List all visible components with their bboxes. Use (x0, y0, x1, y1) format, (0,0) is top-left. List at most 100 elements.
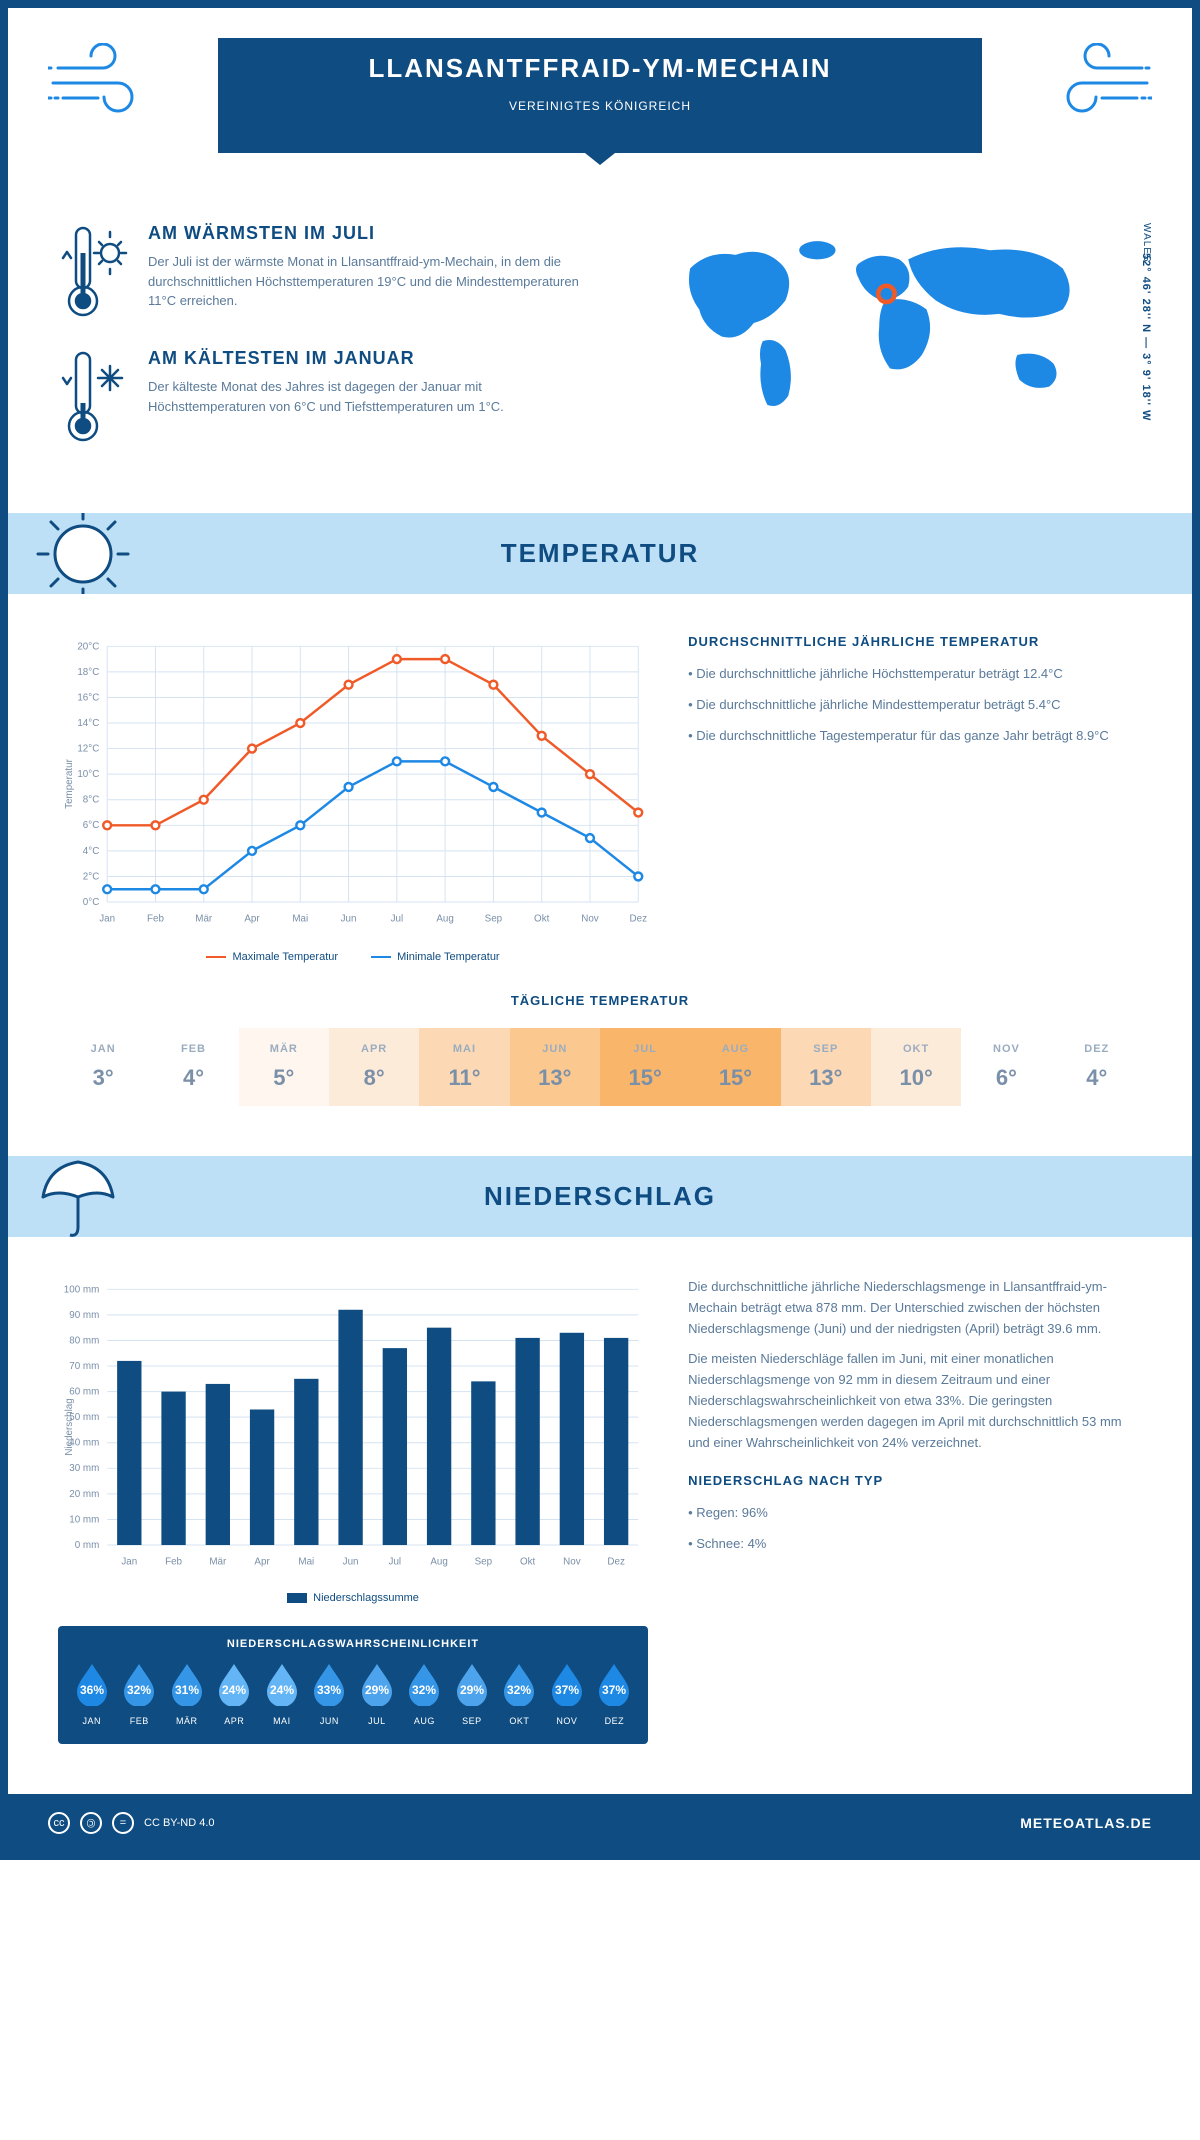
temp-legend: Maximale Temperatur Minimale Temperatur (58, 949, 648, 963)
svg-text:32%: 32% (507, 1683, 531, 1697)
precip-title: NIEDERSCHLAG (8, 1181, 1192, 1212)
daily-temp-cell: JAN 3° (58, 1028, 148, 1106)
svg-text:18°C: 18°C (77, 667, 99, 678)
prob-drop: 32% FEB (116, 1662, 164, 1726)
svg-text:80 mm: 80 mm (69, 1335, 99, 1346)
warmest-text: Der Juli ist der wärmste Monat in Llansa… (148, 252, 580, 311)
svg-text:32%: 32% (127, 1683, 151, 1697)
precip-text-2: Die meisten Niederschläge fallen im Juni… (688, 1349, 1142, 1453)
svg-text:Jun: Jun (343, 1557, 359, 1568)
daily-value: 15° (605, 1065, 685, 1091)
svg-text:Apr: Apr (244, 914, 260, 925)
daily-value: 6° (966, 1065, 1046, 1091)
svg-text:29%: 29% (460, 1683, 484, 1697)
daily-value: 8° (334, 1065, 414, 1091)
svg-text:8°C: 8°C (83, 795, 100, 806)
svg-text:Jun: Jun (341, 914, 357, 925)
temperature-summary: DURCHSCHNITTLICHE JÄHRLICHE TEMPERATUR •… (688, 634, 1142, 963)
raindrop-icon: 29% (358, 1662, 396, 1706)
prob-drop: 32% AUG (401, 1662, 449, 1726)
svg-text:Nov: Nov (563, 1557, 581, 1568)
daily-month: NOV (966, 1043, 1046, 1055)
daily-temp-cell: AUG 15° (690, 1028, 780, 1106)
prob-drop: 37% NOV (543, 1662, 591, 1726)
prob-month: FEB (116, 1716, 164, 1726)
svg-text:Apr: Apr (254, 1557, 270, 1568)
daily-month: SEP (786, 1043, 866, 1055)
svg-text:6°C: 6°C (83, 820, 100, 831)
precipitation-summary: Die durchschnittliche jährliche Niedersc… (688, 1277, 1142, 1744)
svg-text:Feb: Feb (147, 914, 164, 925)
temp-bullet: • Die durchschnittliche Tagestemperatur … (688, 726, 1142, 747)
daily-temp-cell: OKT 10° (871, 1028, 961, 1106)
svg-text:Okt: Okt (520, 1557, 536, 1568)
precip-legend: Niederschlagssumme (58, 1592, 648, 1606)
thermometer-hot-icon (58, 223, 128, 323)
svg-text:Jan: Jan (121, 1557, 137, 1568)
precipitation-probability: NIEDERSCHLAGSWAHRSCHEINLICHKEIT 36% JAN … (58, 1626, 648, 1744)
warmest-fact: AM WÄRMSTEN IM JULI Der Juli ist der wär… (58, 223, 580, 323)
prob-heading: NIEDERSCHLAGSWAHRSCHEINLICHKEIT (68, 1638, 638, 1650)
temp-bullet: • Die durchschnittliche jährliche Höchst… (688, 664, 1142, 685)
prob-month: OKT (496, 1716, 544, 1726)
type-bullet: • Schnee: 4% (688, 1534, 1142, 1555)
svg-text:14°C: 14°C (77, 718, 99, 729)
daily-temp-cell: APR 8° (329, 1028, 419, 1106)
daily-temp-cell: JUL 15° (600, 1028, 690, 1106)
daily-temp-cell: SEP 13° (781, 1028, 871, 1106)
raindrop-icon: 24% (215, 1662, 253, 1706)
daily-value: 11° (424, 1065, 504, 1091)
sun-icon (28, 513, 138, 594)
svg-text:Jul: Jul (389, 1557, 402, 1568)
svg-text:Mär: Mär (209, 1557, 227, 1568)
svg-text:90 mm: 90 mm (69, 1310, 99, 1321)
prob-month: MAI (258, 1716, 306, 1726)
svg-text:29%: 29% (365, 1683, 389, 1697)
intro-row: AM WÄRMSTEN IM JULI Der Juli ist der wär… (8, 183, 1192, 503)
svg-text:Mai: Mai (298, 1557, 314, 1568)
daily-temp-cell: JUN 13° (510, 1028, 600, 1106)
prob-month: JUL (353, 1716, 401, 1726)
world-map-icon (620, 223, 1142, 423)
svg-text:37%: 37% (602, 1683, 626, 1697)
raindrop-icon: 32% (500, 1662, 538, 1706)
svg-text:31%: 31% (175, 1683, 199, 1697)
svg-text:Sep: Sep (475, 1557, 493, 1568)
prob-month: DEZ (591, 1716, 639, 1726)
raindrop-icon: 31% (168, 1662, 206, 1706)
prob-month: JAN (68, 1716, 116, 1726)
svg-text:Dez: Dez (607, 1557, 625, 1568)
daily-month: JUL (605, 1043, 685, 1055)
wind-icon (1042, 43, 1152, 123)
svg-text:Temperatur: Temperatur (64, 758, 75, 808)
nd-icon: = (112, 1812, 134, 1834)
daily-temp-heading: TÄGLICHE TEMPERATUR (58, 993, 1142, 1008)
svg-text:Mär: Mär (195, 914, 213, 925)
svg-text:33%: 33% (317, 1683, 341, 1697)
daily-month: MAI (424, 1043, 504, 1055)
cc-icon: cc (48, 1812, 70, 1834)
temperature-chart-row: 0°C2°C4°C6°C8°C10°C12°C14°C16°C18°C20°CJ… (8, 594, 1192, 983)
svg-text:10°C: 10°C (77, 769, 99, 780)
svg-text:Niederschlag: Niederschlag (64, 1398, 75, 1455)
precip-text-1: Die durchschnittliche jährliche Niedersc… (688, 1277, 1142, 1339)
prob-month: NOV (543, 1716, 591, 1726)
top-section: LLANSANTFFRAID-YM-MECHAIN VEREINIGTES KÖ… (8, 8, 1192, 183)
prob-month: AUG (401, 1716, 449, 1726)
svg-text:0°C: 0°C (83, 897, 100, 908)
svg-text:32%: 32% (412, 1683, 436, 1697)
prob-month: APR (211, 1716, 259, 1726)
daily-value: 13° (515, 1065, 595, 1091)
daily-temp-cell: NOV 6° (961, 1028, 1051, 1106)
footer: cc 🄯 = CC BY-ND 4.0 METEOATLAS.DE (8, 1794, 1192, 1852)
svg-text:100 mm: 100 mm (64, 1284, 100, 1295)
svg-text:20°C: 20°C (77, 641, 99, 652)
svg-text:Aug: Aug (436, 914, 454, 925)
daily-month: AUG (695, 1043, 775, 1055)
daily-month: JAN (63, 1043, 143, 1055)
svg-text:60 mm: 60 mm (69, 1387, 99, 1398)
daily-month: OKT (876, 1043, 956, 1055)
daily-value: 13° (786, 1065, 866, 1091)
svg-text:24%: 24% (222, 1683, 246, 1697)
wind-icon (48, 43, 158, 123)
